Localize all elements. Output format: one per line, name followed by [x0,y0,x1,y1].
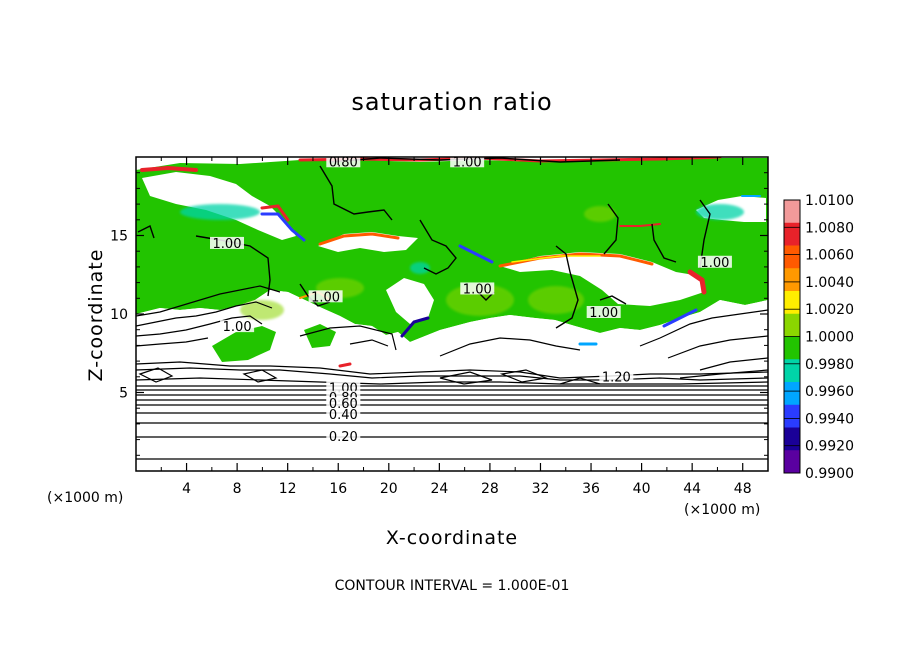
contour-label: 1.00 [311,290,340,305]
colorbar-label: 0.9960 [805,384,854,400]
x-tick-label: 44 [683,481,701,497]
contour-label-bg [586,306,621,318]
contour-label: 1.00 [700,256,729,271]
x-tick-label: 8 [233,481,242,497]
contour-label-bg [326,430,361,443]
contour-label: 1.20 [602,370,631,385]
x-axis-unit-left: (×1000 m) [47,490,124,506]
x-tick-label: 24 [430,481,448,497]
blue-edges [260,195,761,346]
colorbar-swatch [784,268,800,292]
x-axis-unit-right: (×1000 m) [684,502,761,518]
colorbar-swatch [784,427,800,451]
colorbar-label: 1.0080 [805,220,854,236]
x-axis-label: X-coordinate [385,527,519,549]
colorbar-label: 1.0040 [805,275,854,291]
x-tick-label: 12 [279,481,297,497]
contour-interval-note: CONTOUR INTERVAL = 1.000E-01 [334,578,570,594]
colorbar-label: 0.9920 [805,439,854,455]
cyan-variations [180,204,744,274]
colorbar-label: 0.9940 [805,411,854,427]
y-tick-label: 5 [119,386,128,402]
colorbar-swatch [784,222,800,246]
contour-label: 1.00 [223,320,252,335]
contour-label: 0.20 [329,430,358,445]
light-green-variations [240,206,616,320]
contour-label: 1.00 [589,306,618,321]
x-tick-label: 32 [532,481,550,497]
colorbar-swatch [784,404,800,428]
colorbar-swatch [784,450,800,474]
y-tick-label: 10 [110,307,128,323]
contour-label-bg [460,282,495,295]
y-tick-label: 15 [110,229,128,245]
plot-area: 0.80 1.001.001.001.001.001.001.001.201.00… [136,155,768,471]
contour-label-bg [697,255,732,268]
contour-label: 0.40 [329,408,358,423]
colorbar-swatch [784,359,800,383]
contour-label: 1.00 [463,282,492,297]
x-tick-label: 40 [633,481,651,497]
green-patches-lower-2 [212,326,276,362]
contour-label: 0.80 [329,155,358,170]
x-tick-label: 20 [380,481,398,497]
dry-region-mid-right [500,252,704,306]
colorbar-label: 1.0020 [805,302,854,318]
contour-label-bg [326,397,361,410]
dry-region-center [386,278,434,324]
x-tick-label: 48 [734,481,752,497]
contour-label-bg [326,408,361,421]
contour-label-bg [308,290,343,303]
contour-lines-lower [136,285,768,460]
colorbar: 1.0100 1.0080 1.0060 1.0040 1.0020 1.0000 0.99… [783,193,854,482]
x-tick-label: 4 [182,481,191,497]
contour-label: 1.00 [453,155,482,170]
colorbar-label: 1.0000 [805,330,854,346]
x-tick-label: 36 [582,481,600,497]
x-tick-label: 16 [329,481,347,497]
x-tick-label: 28 [481,481,499,497]
contour-label-bg [326,157,361,168]
contour-label-bg [220,320,255,333]
colorbar-swatch [784,336,800,360]
colorbar-label: 0.9980 [805,357,854,373]
contour-label-bg [326,381,361,394]
colorbar-label: 1.0100 [805,193,854,209]
contour-label: 1.00 [213,237,242,252]
contour-label-bg [210,236,245,249]
contour-label-bg [450,157,485,168]
colorbar-label: 0.9900 [805,466,854,482]
colorbar-swatch [784,245,800,269]
green-patch-center [304,324,336,348]
contour-labels: 0.80 1.001.001.001.001.001.001.001.201.00… [210,155,732,445]
colorbar-swatch [784,291,800,315]
colorbar-swatch [784,200,800,224]
contour-label-bg [599,370,634,383]
chart-title: saturation ratio [351,88,553,116]
colorbar-label: 1.0060 [805,248,854,264]
colorbar-swatch [784,313,800,337]
colorbar-swatch [784,382,800,406]
